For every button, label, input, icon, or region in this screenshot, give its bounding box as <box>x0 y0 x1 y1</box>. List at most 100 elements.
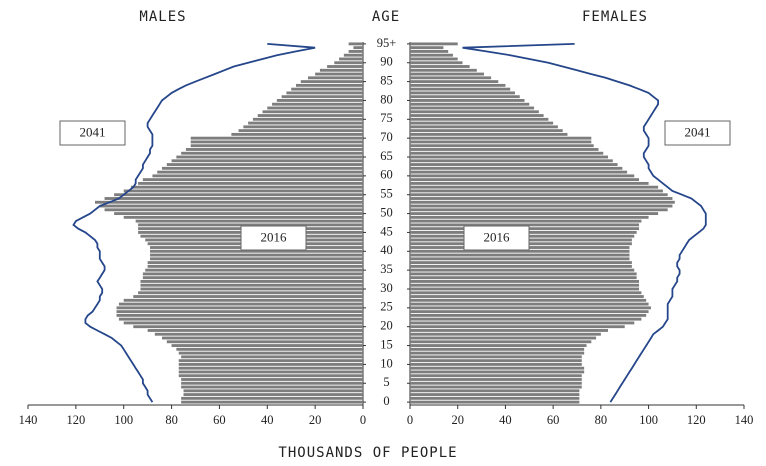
x-tick-label: 20 <box>451 413 464 427</box>
y-tick-label: 50 <box>380 205 393 219</box>
bar <box>142 272 363 276</box>
bar <box>307 76 363 80</box>
series-label-box <box>59 120 126 146</box>
y-tick-label: 45 <box>380 224 393 238</box>
bar <box>178 362 363 366</box>
bar <box>410 261 632 265</box>
bar <box>181 381 363 385</box>
y-tick-label: 35 <box>380 262 393 276</box>
bar <box>410 366 585 370</box>
left-title: MALES <box>139 9 186 25</box>
bar <box>410 378 582 381</box>
bar <box>410 249 630 253</box>
bar <box>410 114 544 117</box>
bar <box>296 83 363 87</box>
bar <box>243 125 363 129</box>
bar <box>154 332 363 336</box>
bar <box>410 197 673 200</box>
series-label-box <box>664 120 731 146</box>
bar <box>190 140 363 144</box>
bar <box>410 148 599 151</box>
bar <box>178 359 363 363</box>
y-tick-label: 65 <box>380 149 393 163</box>
y-tick-label: 90 <box>380 55 393 69</box>
bar <box>118 302 363 306</box>
bar <box>410 298 647 302</box>
bar <box>410 53 453 57</box>
bar <box>138 181 363 185</box>
bar <box>123 298 363 302</box>
bar <box>410 83 506 87</box>
bar <box>262 110 363 114</box>
y-tick-label: 10 <box>380 356 393 370</box>
bar <box>300 80 363 84</box>
bar <box>410 313 647 317</box>
bar <box>178 370 363 374</box>
bar <box>410 163 618 166</box>
y-tick-label: 80 <box>380 92 393 106</box>
bar <box>410 151 604 155</box>
bar <box>150 249 363 253</box>
bar <box>118 317 363 321</box>
bar <box>410 351 585 355</box>
y-tick-label: 95+ <box>377 36 397 50</box>
bar <box>410 87 511 91</box>
bar <box>252 117 363 121</box>
bar <box>410 76 492 80</box>
bar <box>99 204 364 208</box>
bar <box>410 321 635 325</box>
bar <box>135 219 363 223</box>
x-tick-label: 140 <box>19 413 38 427</box>
bar <box>410 140 592 144</box>
bar <box>185 148 363 151</box>
bar <box>410 317 642 321</box>
bar <box>410 178 640 182</box>
bar <box>410 385 582 389</box>
bar <box>410 204 673 208</box>
bar <box>410 193 668 197</box>
bar <box>410 291 642 295</box>
bar <box>410 287 640 291</box>
bar <box>410 200 675 204</box>
bar <box>181 355 363 359</box>
bar <box>140 283 363 287</box>
x-tick-label: 40 <box>499 413 512 427</box>
bar <box>410 295 644 298</box>
y-tick-label: 75 <box>380 111 393 125</box>
y-tick-label: 20 <box>380 319 393 333</box>
bar <box>410 393 580 397</box>
bar <box>272 102 363 106</box>
bar <box>410 185 659 189</box>
y-tick-label: 15 <box>380 337 393 351</box>
x-tick-label: 20 <box>309 413 322 427</box>
bar <box>410 136 592 140</box>
x-tick-label: 60 <box>547 413 560 427</box>
bar <box>410 332 601 336</box>
bar <box>145 268 363 272</box>
x-tick-label: 120 <box>66 413 85 427</box>
bar <box>176 155 363 159</box>
bar <box>410 72 484 76</box>
line <box>462 43 707 403</box>
bar <box>147 329 363 332</box>
right-title: FEMALES <box>582 9 648 25</box>
bar <box>348 49 363 53</box>
bar <box>183 393 363 397</box>
x-tick-label: 60 <box>213 413 226 427</box>
bar <box>410 208 668 212</box>
center-title: AGE <box>372 9 400 25</box>
bar <box>181 396 363 400</box>
x-tick-label: 80 <box>595 413 608 427</box>
bar <box>181 151 363 155</box>
bar <box>157 170 363 174</box>
bar <box>410 132 568 136</box>
bar <box>410 370 585 374</box>
bar <box>166 340 363 344</box>
bar <box>410 223 640 227</box>
bar <box>315 72 363 76</box>
x-tick-label: 140 <box>735 413 754 427</box>
bar <box>147 261 363 265</box>
bar <box>410 155 609 159</box>
